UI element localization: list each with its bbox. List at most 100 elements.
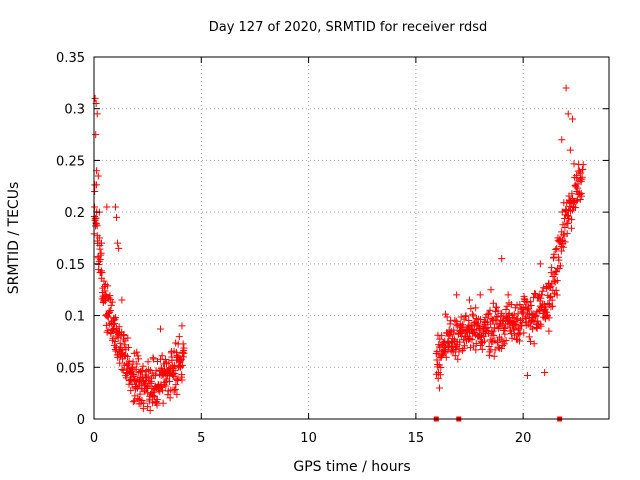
data-point	[501, 324, 509, 332]
data-point	[102, 321, 110, 329]
data-point	[115, 244, 123, 252]
data-point	[486, 306, 494, 314]
data-point	[524, 306, 532, 314]
data-point	[95, 234, 103, 242]
data-point	[107, 301, 115, 309]
data-point	[520, 308, 528, 316]
data-point	[545, 327, 553, 335]
data-point	[113, 213, 121, 221]
data-point	[98, 239, 106, 247]
data-point	[179, 340, 187, 348]
data-point	[116, 339, 124, 347]
data-point	[159, 399, 167, 407]
data-point	[485, 342, 493, 350]
data-point	[180, 349, 188, 357]
data-point	[441, 342, 449, 350]
data-point	[445, 332, 453, 340]
data-point	[171, 366, 179, 374]
data-point	[134, 355, 142, 363]
data-point	[130, 371, 138, 379]
data-point	[137, 400, 145, 408]
data-point	[493, 303, 501, 311]
data-point	[529, 325, 537, 333]
data-point	[452, 317, 460, 325]
data-point	[116, 359, 124, 367]
data-point	[500, 340, 508, 348]
x-tick-label: 20	[515, 431, 532, 446]
data-point	[175, 333, 183, 341]
data-point	[553, 245, 561, 253]
data-point	[461, 342, 469, 350]
data-point	[489, 327, 497, 335]
data-point	[443, 313, 451, 321]
data-point	[574, 184, 582, 192]
data-point	[495, 343, 503, 351]
y-tick-label: 0.35	[56, 51, 85, 66]
y-axis-label: SRMTID / TECUs	[6, 182, 22, 295]
data-point	[174, 375, 182, 383]
data-point	[153, 396, 161, 404]
data-point	[579, 161, 587, 169]
data-point	[456, 338, 464, 346]
data-point	[172, 348, 180, 356]
data-point	[553, 291, 561, 299]
data-point	[490, 352, 498, 360]
data-point	[484, 330, 492, 338]
y-tick-label: 0.25	[56, 154, 85, 169]
data-point	[576, 196, 584, 204]
data-point	[566, 146, 574, 154]
data-point	[491, 346, 499, 354]
data-point	[442, 310, 450, 318]
data-point	[507, 300, 515, 308]
data-point	[91, 215, 99, 223]
data-point	[559, 243, 567, 251]
data-point	[476, 291, 484, 299]
data-point	[120, 332, 128, 340]
data-point	[159, 386, 167, 394]
plot-area-frame	[93, 56, 610, 420]
data-point	[555, 256, 563, 264]
data-point	[173, 390, 181, 398]
data-point	[498, 255, 506, 263]
data-point	[150, 355, 158, 363]
data-point	[455, 345, 463, 353]
data-point	[514, 310, 522, 318]
data-point	[491, 324, 499, 332]
data-point	[560, 230, 568, 238]
data-point	[94, 172, 102, 180]
data-point	[98, 269, 106, 277]
data-point	[494, 307, 502, 315]
data-point	[564, 211, 572, 219]
data-point	[547, 292, 555, 300]
data-point	[127, 387, 135, 395]
data-point	[178, 361, 186, 369]
data-point	[166, 377, 174, 385]
data-point	[453, 291, 461, 299]
data-point	[498, 344, 506, 352]
y-tick-label: 0.2	[64, 206, 85, 221]
data-point	[106, 292, 114, 300]
data-point	[568, 216, 576, 224]
data-point	[435, 384, 443, 392]
data-point	[510, 325, 518, 333]
data-point	[104, 282, 112, 290]
data-point	[541, 368, 549, 376]
data-point	[446, 331, 454, 339]
data-point	[462, 312, 470, 320]
data-point	[543, 284, 551, 292]
data-point	[144, 358, 152, 366]
data-point	[111, 337, 119, 345]
data-point	[160, 370, 168, 378]
data-point	[513, 301, 521, 309]
data-point	[518, 319, 526, 327]
data-point	[467, 305, 475, 313]
data-point	[485, 310, 493, 318]
data-point	[572, 197, 580, 205]
data-point	[158, 352, 166, 360]
data-point	[146, 406, 154, 414]
data-points	[90, 84, 587, 422]
data-point	[100, 277, 108, 285]
data-point	[550, 250, 558, 258]
data-point	[472, 340, 480, 348]
data-point	[536, 260, 544, 268]
